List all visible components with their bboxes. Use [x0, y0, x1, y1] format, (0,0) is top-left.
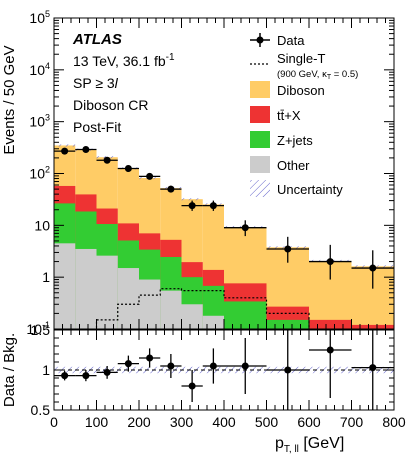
annotation-block: ATLAS 13 TeV, 36.1 fb-1 SP ≥ 3l Diboson … — [72, 31, 175, 135]
region-label-cr: Diboson CR — [73, 97, 148, 113]
ytick-label-0: 10-1 — [26, 320, 50, 337]
ratio-point-4 — [146, 354, 154, 362]
ytick-label-3: 102 — [29, 165, 50, 182]
legend-other-swatch — [250, 156, 270, 173]
legend-signal-sublabel: (900 GeV, κT = 0.5) — [277, 69, 358, 81]
unc-band-0 — [54, 144, 76, 147]
ratio-point-8 — [241, 362, 249, 370]
data-point-5 — [167, 185, 175, 193]
ratio-point-11 — [369, 364, 377, 372]
xtick-label-7: 700 — [340, 414, 364, 430]
xtick-label-5: 500 — [255, 414, 279, 430]
data-point-8 — [241, 224, 249, 232]
stacked-histogram — [54, 145, 394, 329]
ytick-label-6: 105 — [29, 9, 50, 26]
ratio-y-axis-label: Data / Bkg. — [1, 333, 18, 407]
bar-zjets-8 — [224, 301, 267, 329]
data-point-11 — [369, 264, 377, 272]
data-point-9 — [284, 245, 292, 253]
data-point-10 — [326, 258, 334, 266]
legend-data-label: Data — [277, 33, 305, 48]
legend-signal-label: Single-T — [277, 51, 325, 66]
x-axis-label-unit: [GeV] — [299, 435, 344, 452]
bar-ttx-10 — [309, 319, 352, 329]
legend-other: Other — [250, 156, 310, 173]
data-point-0 — [61, 147, 69, 155]
data-point-2 — [103, 156, 111, 164]
region-label-sp: SP ≥ 3l — [73, 75, 119, 91]
ytick-label-2: 10 — [34, 217, 50, 233]
data-point-7 — [209, 202, 217, 210]
signal-step-line — [95, 288, 310, 329]
x-axis-label-main: p — [275, 435, 284, 452]
legend-zjets-label: Z+jets — [277, 133, 313, 148]
ratio-point-3 — [124, 360, 132, 368]
ytick-label-4: 103 — [29, 113, 50, 130]
data-point-1 — [82, 146, 90, 154]
legend-zjets: Z+jets — [250, 131, 313, 148]
ytick-label-1: 1 — [42, 269, 50, 285]
upper-y-axis-label: Events / 50 GeV — [1, 45, 18, 154]
ratio-band-4 — [139, 366, 161, 374]
signal-curve — [95, 288, 310, 329]
legend-uncertainty: Uncertainty — [250, 180, 343, 197]
legend-ttx-label: tt̄+X — [277, 108, 301, 123]
fit-label: Post-Fit — [73, 119, 121, 135]
legend-diboson-label: Diboson — [277, 83, 325, 98]
legend-uncertainty-label: Uncertainty — [277, 182, 343, 197]
bar-other-6 — [181, 304, 203, 329]
upper-axes: 10-1 1 10 102 103 104 105 — [26, 9, 395, 337]
ratio-axes: 0.5 1 1.5 0 100 200 300 400 500 600 700 800 — [31, 322, 406, 430]
data-point-6 — [188, 202, 196, 210]
legend-data: Data — [250, 33, 305, 48]
bar-other-0 — [54, 243, 76, 329]
ratio-point-10 — [326, 346, 334, 354]
ratio-point-2 — [103, 368, 111, 376]
xtick-label-3: 300 — [170, 414, 194, 430]
xtick-label-4: 400 — [212, 414, 236, 430]
bar-other-5 — [160, 290, 182, 329]
bar-zjets-9 — [266, 319, 309, 329]
ratio-point-6 — [188, 382, 196, 390]
ratio-point-7 — [209, 362, 217, 370]
ratio-point-0 — [61, 372, 69, 380]
bar-other-7 — [202, 315, 224, 329]
xtick-label-6: 600 — [297, 414, 321, 430]
ratio-ytick-label-0: 0.5 — [31, 402, 51, 418]
ratio-ytick-label-1: 1 — [42, 362, 50, 378]
bar-other-1 — [75, 248, 97, 329]
data-point-4 — [146, 172, 154, 180]
ratio-point-5 — [167, 362, 175, 370]
bar-other-2 — [96, 255, 118, 329]
xtick-label-1: 100 — [85, 414, 109, 430]
bar-ttx-11 — [351, 324, 394, 329]
ratio-point-1 — [82, 372, 90, 380]
xtick-label-0: 0 — [50, 414, 58, 430]
ratio-point-9 — [284, 366, 292, 374]
lumi-label: 13 TeV, 36.1 fb-1 — [73, 52, 175, 69]
unc-band-6 — [181, 198, 203, 201]
bar-other-4 — [139, 279, 161, 329]
ratio-ytick-label-2: 1.5 — [31, 322, 51, 338]
ytick-label-5: 104 — [29, 61, 50, 78]
legend: Data Single-T (900 GeV, κT = 0.5) Diboso… — [250, 33, 358, 197]
legend-zjets-swatch — [250, 131, 270, 148]
legend-diboson-swatch — [250, 81, 270, 98]
bar-other-3 — [117, 268, 139, 329]
ratio-points — [54, 330, 394, 410]
data-points — [54, 146, 394, 289]
legend-other-label: Other — [277, 158, 310, 173]
x-axis-label-sub: T, ll — [284, 444, 299, 455]
data-point-3 — [124, 164, 132, 172]
legend-ttx: tt̄+X — [250, 106, 301, 123]
legend-signal: Single-T (900 GeV, κT = 0.5) — [250, 51, 358, 81]
legend-uncertainty-swatch — [250, 180, 270, 197]
legend-diboson: Diboson — [250, 81, 325, 98]
x-axis-label: pT, ll [GeV] — [275, 435, 344, 455]
xtick-label-2: 200 — [127, 414, 151, 430]
experiment-label: ATLAS — [72, 31, 122, 48]
legend-ttx-swatch — [250, 106, 270, 123]
xtick-label-8: 800 — [382, 414, 406, 430]
